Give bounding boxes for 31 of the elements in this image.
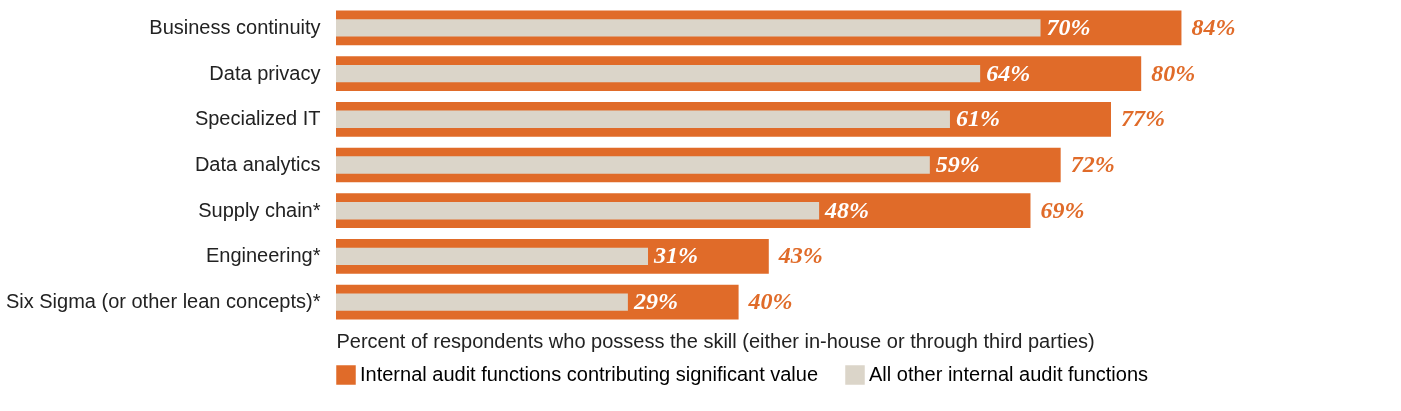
data-label: 31% (653, 242, 699, 269)
data-label: 70% (1046, 13, 1091, 40)
bar (336, 293, 628, 311)
data-label: 40% (747, 288, 793, 315)
y-tick-label: Supply chain* (198, 198, 321, 221)
bar (336, 110, 950, 128)
bar (336, 202, 820, 220)
y-tick-label: Data analytics (194, 153, 321, 175)
data-label: 77% (1121, 105, 1165, 132)
bar (336, 156, 930, 174)
data-label: 84% (1191, 13, 1236, 40)
y-tick-label: Engineering* (205, 244, 321, 267)
legend-label: All other internal audit functions (869, 363, 1149, 385)
y-tick-label: Specialized IT (194, 107, 321, 130)
bar (336, 247, 649, 266)
legend-label: Internal audit functions contributing significant value (360, 363, 819, 385)
data-label: 43% (777, 242, 823, 269)
bar (336, 64, 981, 83)
x-axis-title: Percent of respondents who possess the skill (either in-house or through third parties) (336, 329, 1095, 352)
data-label: 29% (632, 288, 678, 315)
data-label: 69% (1040, 196, 1085, 223)
data-label: 80% (1151, 59, 1196, 86)
data-label: 72% (1070, 151, 1115, 177)
data-label: 64% (986, 59, 1031, 86)
y-tick-label: Business continuity (149, 15, 321, 38)
data-label: 61% (955, 105, 1000, 132)
y-tick-label: Six Sigma (or other lean concepts)* (5, 290, 321, 313)
data-label: 48% (824, 196, 870, 223)
y-tick-label: Data privacy (209, 61, 321, 84)
bar (336, 19, 1041, 37)
data-label: 59% (935, 151, 980, 177)
